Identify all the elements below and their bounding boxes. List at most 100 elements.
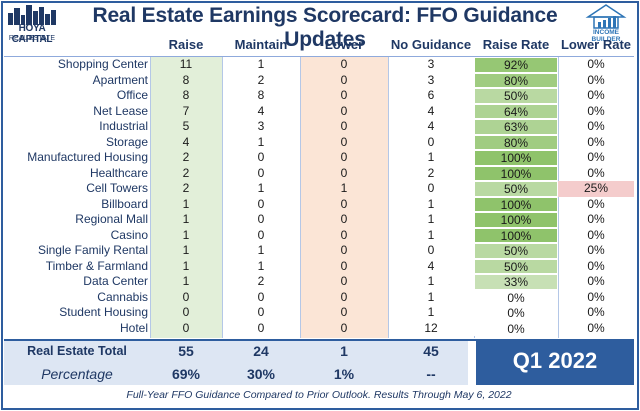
cell-no_guidance: 4 — [427, 119, 435, 133]
cell-lower: 0 — [340, 243, 348, 257]
cell-maintain: 0 — [257, 165, 265, 180]
cell-raise: 1 — [182, 258, 190, 273]
cell-lower_rate: 0% — [587, 212, 605, 226]
cell-maintain: 1 — [257, 258, 265, 273]
cell-lower_rate: 0% — [587, 150, 605, 164]
cell-lower_rate: 0% — [587, 274, 605, 288]
percentage-no_guidance: -- — [426, 366, 436, 382]
cell-no_guidance: 1 — [427, 212, 435, 226]
column-divider — [150, 57, 151, 338]
cell-raise: 0 — [182, 289, 190, 304]
footer-note: Full-Year FFO Guidance Compared to Prior… — [126, 389, 512, 401]
column-header-lower_rate: Lower Rate — [560, 37, 632, 52]
cell-raise: 7 — [182, 103, 190, 118]
column-header-raise: Raise — [168, 37, 204, 52]
cell-maintain: 2 — [257, 274, 265, 288]
percentage-maintain: 30% — [246, 366, 276, 382]
cell-lower: 0 — [340, 258, 348, 273]
income-builder-logo: INCOME BUILDER — [578, 3, 634, 43]
cell-maintain: 0 — [257, 150, 265, 164]
cell-raise_rate: 100% — [474, 227, 558, 243]
cell-maintain: 0 — [257, 196, 265, 211]
cell-raise_rate: 64% — [474, 103, 558, 119]
cell-lower: 0 — [340, 289, 348, 304]
cell-lower: 0 — [340, 57, 348, 71]
cell-maintain: 0 — [257, 289, 265, 304]
logo-left-subtitle: REAL ESTATE — [8, 35, 56, 42]
row-label: Manufactured Housing — [27, 150, 148, 164]
row-label: Industrial — [99, 119, 148, 133]
cell-raise_rate: 100% — [474, 196, 558, 212]
column-divider — [388, 57, 389, 338]
cell-no_guidance: 1 — [427, 274, 435, 288]
row-label: Casino — [110, 227, 148, 242]
cell-maintain: 1 — [257, 57, 265, 71]
skyline-icon — [8, 5, 56, 25]
cell-raise_rate: 100% — [474, 212, 558, 228]
cell-raise: 2 — [182, 165, 190, 180]
row-label: Regional Mall — [75, 212, 148, 226]
cell-raise_rate: 100% — [474, 150, 558, 166]
page-title: Real Estate Earnings Scorecard: FFO Guid… — [92, 4, 558, 51]
cell-raise: 11 — [179, 57, 193, 71]
cell-maintain: 3 — [257, 119, 265, 133]
cell-raise_rate: 50% — [474, 258, 558, 274]
percentage-label: Percentage — [41, 366, 113, 382]
cell-raise: 0 — [182, 320, 190, 335]
cell-maintain: 4 — [257, 103, 265, 118]
row-label: Shopping Center — [57, 57, 148, 71]
cell-raise_rate: 100% — [474, 165, 558, 181]
cell-raise_rate: 0% — [474, 305, 558, 321]
cell-raise_rate: 0% — [474, 320, 558, 336]
cell-raise_rate: 63% — [474, 119, 558, 135]
header-divider — [4, 56, 634, 57]
percentage-raise: 69% — [171, 366, 201, 382]
cell-lower_rate: 0% — [587, 134, 605, 149]
cell-raise: 1 — [182, 243, 190, 257]
total-label: Real Estate Total — [27, 344, 127, 358]
row-label: Office — [116, 88, 148, 102]
cell-no_guidance: 1 — [427, 196, 435, 211]
row-label: Healthcare — [89, 165, 148, 180]
cell-lower: 0 — [340, 72, 348, 87]
cell-lower: 0 — [340, 212, 348, 226]
cell-lower_rate: 0% — [587, 289, 605, 304]
total-raise: 55 — [178, 343, 194, 359]
row-label: Storage — [105, 134, 148, 149]
cell-no_guidance: 1 — [427, 150, 435, 164]
cell-lower: 0 — [340, 320, 348, 335]
column-divider — [300, 57, 301, 338]
row-label: Single Family Rental — [37, 243, 148, 257]
cell-no_guidance: 6 — [427, 88, 435, 102]
cell-raise: 4 — [182, 134, 190, 149]
row-label: Timber & Farmland — [45, 258, 148, 273]
cell-lower_rate: 0% — [587, 119, 605, 133]
total-no_guidance: 45 — [423, 343, 439, 359]
row-label: Student Housing — [59, 305, 148, 319]
cell-raise: 0 — [182, 305, 190, 319]
row-label: Cell Towers — [86, 181, 148, 195]
cell-lower_rate: 0% — [587, 88, 605, 102]
cell-lower_rate: 0% — [587, 258, 605, 273]
cell-raise: 1 — [182, 212, 190, 226]
cell-raise_rate: 80% — [474, 72, 558, 88]
cell-raise: 1 — [182, 196, 190, 211]
cell-no_guidance: 4 — [427, 103, 435, 118]
cell-no_guidance: 3 — [427, 57, 435, 71]
hoya-capital-logo: HOYA CAPITAL REAL ESTATE — [6, 3, 58, 47]
cell-no_guidance: 0 — [427, 243, 435, 257]
cell-lower: 0 — [340, 305, 348, 319]
cell-lower: 0 — [340, 165, 348, 180]
cell-no_guidance: 1 — [427, 305, 435, 319]
cell-maintain: 1 — [257, 243, 265, 257]
total-maintain: 24 — [253, 343, 269, 359]
cell-raise: 2 — [182, 150, 190, 164]
cell-raise: 2 — [182, 181, 190, 195]
row-label: Net Lease — [93, 103, 148, 118]
column-divider — [222, 57, 223, 338]
cell-maintain: 1 — [257, 134, 265, 149]
cell-raise: 8 — [182, 88, 190, 102]
cell-maintain: 0 — [257, 212, 265, 226]
cell-raise_rate: 80% — [474, 134, 558, 150]
column-divider — [558, 57, 559, 338]
